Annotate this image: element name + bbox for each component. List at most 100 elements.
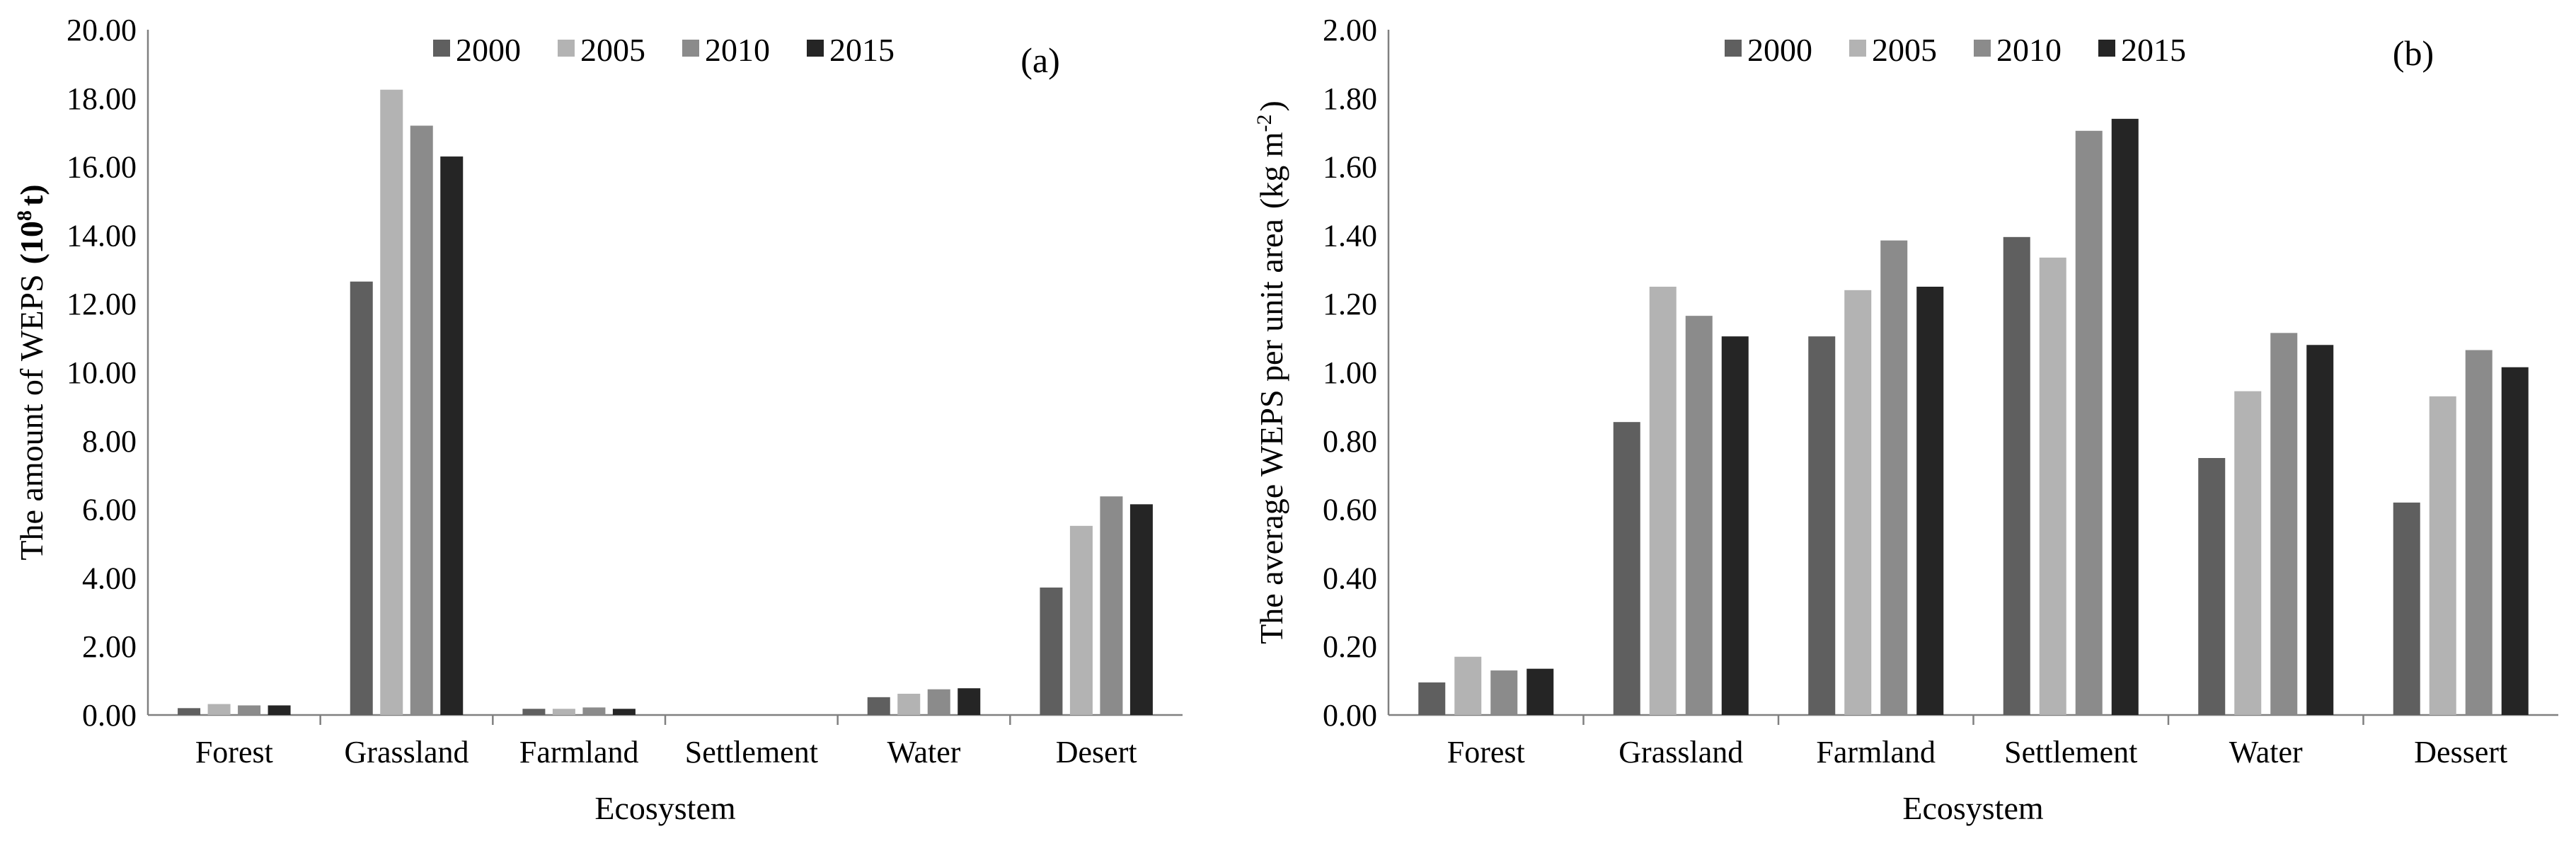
panel-a-bar-forest-2015 (268, 705, 291, 715)
panel-a-x-axis-title: Ecosystem (594, 790, 736, 826)
panel-b-y-tick-label: 0.80 (1323, 424, 1377, 459)
panel-a-x-tick-label: Desert (1056, 735, 1137, 770)
panel-a-y-tick-label: 4.00 (82, 561, 137, 595)
panel-a-legend-label-2015: 2015 (829, 32, 895, 68)
panel-b-y-tick-label: 1.60 (1323, 150, 1377, 185)
panel-b-y-tick-label: 1.20 (1323, 287, 1377, 321)
panel-b-legend-swatch-2000 (1725, 40, 1742, 57)
panel-b-bar-forest-2010 (1490, 670, 1518, 715)
panel-a-legend-label-2000: 2000 (456, 32, 521, 68)
panel-a-bar-grassland-2005 (380, 89, 403, 715)
panel-b-bar-grassland-2005 (1649, 287, 1677, 715)
panel-b-x-tick-label: Dessert (2414, 735, 2507, 770)
panel-b-bar-water-2000 (2198, 458, 2226, 715)
panel-a-bar-grassland-2015 (440, 156, 464, 715)
panel-b-bar-dessert-2010 (2465, 350, 2492, 715)
panel-a-bar-water-2010 (927, 689, 950, 715)
panel-a-legend-swatch-2000 (433, 40, 450, 57)
panel-a-x-tick-label: Settlement (685, 735, 818, 770)
panel-b-bar-settlement-2005 (2039, 257, 2066, 715)
chart-panel-b: 0.00 0.20 0.40 0.60 0.80 1.00 1.20 1.40 1.60 1.80… (1253, 13, 2558, 826)
panel-a-y-tick-label: 6.00 (82, 493, 137, 527)
panel-b-legend-label-2010: 2010 (1996, 32, 2062, 68)
panel-a-bar-farmland-2015 (612, 709, 636, 715)
panel-b-bar-farmland-2010 (1880, 240, 1908, 715)
panel-b-bar-forest-2005 (1454, 656, 1482, 715)
panel-b-y-tick-label: 0.40 (1323, 561, 1377, 595)
panel-a-bar-desert-2000 (1040, 587, 1063, 715)
panel-b-x-axis-title: Ecosystem (1902, 790, 2044, 826)
panel-b-bars (1418, 118, 2529, 716)
panel-a-bar-water-2000 (867, 697, 890, 715)
panel-a-x-tick-label: Forest (195, 735, 273, 770)
panel-b-x-tick-label: Grassland (1618, 735, 1743, 770)
panel-a-y-tick-label: 20.00 (67, 13, 137, 47)
panel-b-x-tick-label: Forest (1447, 735, 1525, 770)
panel-b-y-axis-title: The average WEPS per unit area (kg m-2) (1253, 101, 1289, 644)
panel-b-x-tick-label: Settlement (2004, 735, 2137, 770)
panel-b-legend-swatch-2015 (2098, 40, 2115, 57)
panel-b-legend: 2000 2005 2010 2015 (1725, 32, 2186, 68)
panel-a-y-ticks: 0.00 2.00 4.00 6.00 8.00 10.00 12.00 14.00 16.00… (67, 13, 137, 733)
panel-a-y-tick-label: 12.00 (67, 287, 137, 321)
panel-a-bar-desert-2015 (1129, 504, 1153, 715)
panel-b-bar-dessert-2000 (2393, 502, 2420, 715)
panel-b-bar-forest-2000 (1418, 682, 1446, 715)
panel-b-legend-label-2015: 2015 (2121, 32, 2186, 68)
panel-b-y-ticks: 0.00 0.20 0.40 0.60 0.80 1.00 1.20 1.40 1.60 1.80… (1323, 13, 1377, 733)
panel-b-x-ticks: Forest Grassland Farmland Settlement Water De… (1447, 715, 2507, 770)
panel-b-bar-grassland-2015 (1721, 336, 1749, 715)
panel-b-y-tick-label: 0.00 (1323, 698, 1377, 733)
panel-b-bar-settlement-2000 (2003, 236, 2030, 715)
panel-b-bar-dessert-2015 (2501, 367, 2529, 715)
panel-a-y-tick-label: 2.00 (82, 629, 137, 664)
panel-a-legend-swatch-2005 (558, 40, 575, 57)
panel-b-bar-farmland-2005 (1844, 290, 1872, 716)
panel-a-bar-desert-2005 (1069, 525, 1093, 715)
panel-a-x-tick-label: Water (887, 735, 961, 770)
panel-a-legend-label-2010: 2010 (705, 32, 770, 68)
panel-a-bar-grassland-2010 (410, 125, 433, 715)
panel-b-y-title-unit-close: ) (1253, 101, 1289, 111)
panel-a-x-ticks: Forest Grassland Farmland Settlement Water De… (195, 715, 1137, 770)
panel-a-bar-water-2015 (958, 688, 981, 715)
panel-a-y-title-main: The amount of WEPS (13, 274, 50, 560)
panel-b-legend-label-2000: 2000 (1747, 32, 1812, 68)
panel-b-bar-farmland-2015 (1916, 287, 1944, 715)
panel-a-y-tick-label: 18.00 (67, 81, 137, 116)
panel-a-bar-farmland-2005 (552, 709, 575, 715)
panel-b-bar-grassland-2010 (1685, 316, 1713, 715)
panel-a-bars (178, 89, 1153, 715)
panel-b-bar-water-2005 (2234, 391, 2262, 715)
panel-a-y-title-unit-open: (10 (13, 221, 50, 264)
panel-b-y-tick-label: 0.60 (1323, 493, 1377, 527)
panel-a-y-axis-title: The amount of WEPS (108 t) (13, 184, 50, 560)
panel-a-y-tick-label: 14.00 (67, 218, 137, 253)
panel-a-y-tick-label: 10.00 (67, 355, 137, 390)
chart-panel-a: 0.00 2.00 4.00 6.00 8.00 10.00 12.00 14.00 16.00… (13, 13, 1183, 826)
panel-a-y-title-unit-close: t) (13, 184, 50, 206)
panel-a-legend-swatch-2010 (682, 40, 699, 57)
panel-a-x-tick-label: Grassland (345, 735, 469, 770)
panel-b-y-title-unit-sup: -2 (1253, 115, 1276, 132)
panel-b-legend-label-2005: 2005 (1872, 32, 1937, 68)
panel-b-y-tick-label: 0.20 (1323, 629, 1377, 664)
panel-a-legend-swatch-2015 (807, 40, 824, 57)
panel-b-bar-water-2010 (2270, 333, 2298, 716)
panel-a-bar-farmland-2000 (522, 709, 546, 715)
panel-b-bar-forest-2015 (1526, 668, 1554, 715)
panel-b-x-tick-label: Farmland (1816, 735, 1936, 770)
panel-b-bar-grassland-2000 (1613, 422, 1640, 715)
panel-b-bar-settlement-2010 (2075, 130, 2103, 715)
panel-b-label: (b) (2393, 33, 2434, 73)
panel-a-label: (a) (1020, 40, 1060, 80)
panel-b-y-title-main: The average WEPS per unit area (1253, 219, 1289, 644)
panel-a-y-tick-label: 0.00 (82, 698, 137, 733)
panel-b-y-tick-label: 1.40 (1323, 218, 1377, 253)
panel-a-y-title-unit-sup: 8 (13, 210, 36, 221)
panel-b-legend-swatch-2010 (1974, 40, 1991, 57)
panel-a-legend-label-2005: 2005 (580, 32, 645, 68)
panel-b-y-tick-label: 1.80 (1323, 81, 1377, 116)
panel-a-bar-grassland-2000 (350, 281, 373, 715)
